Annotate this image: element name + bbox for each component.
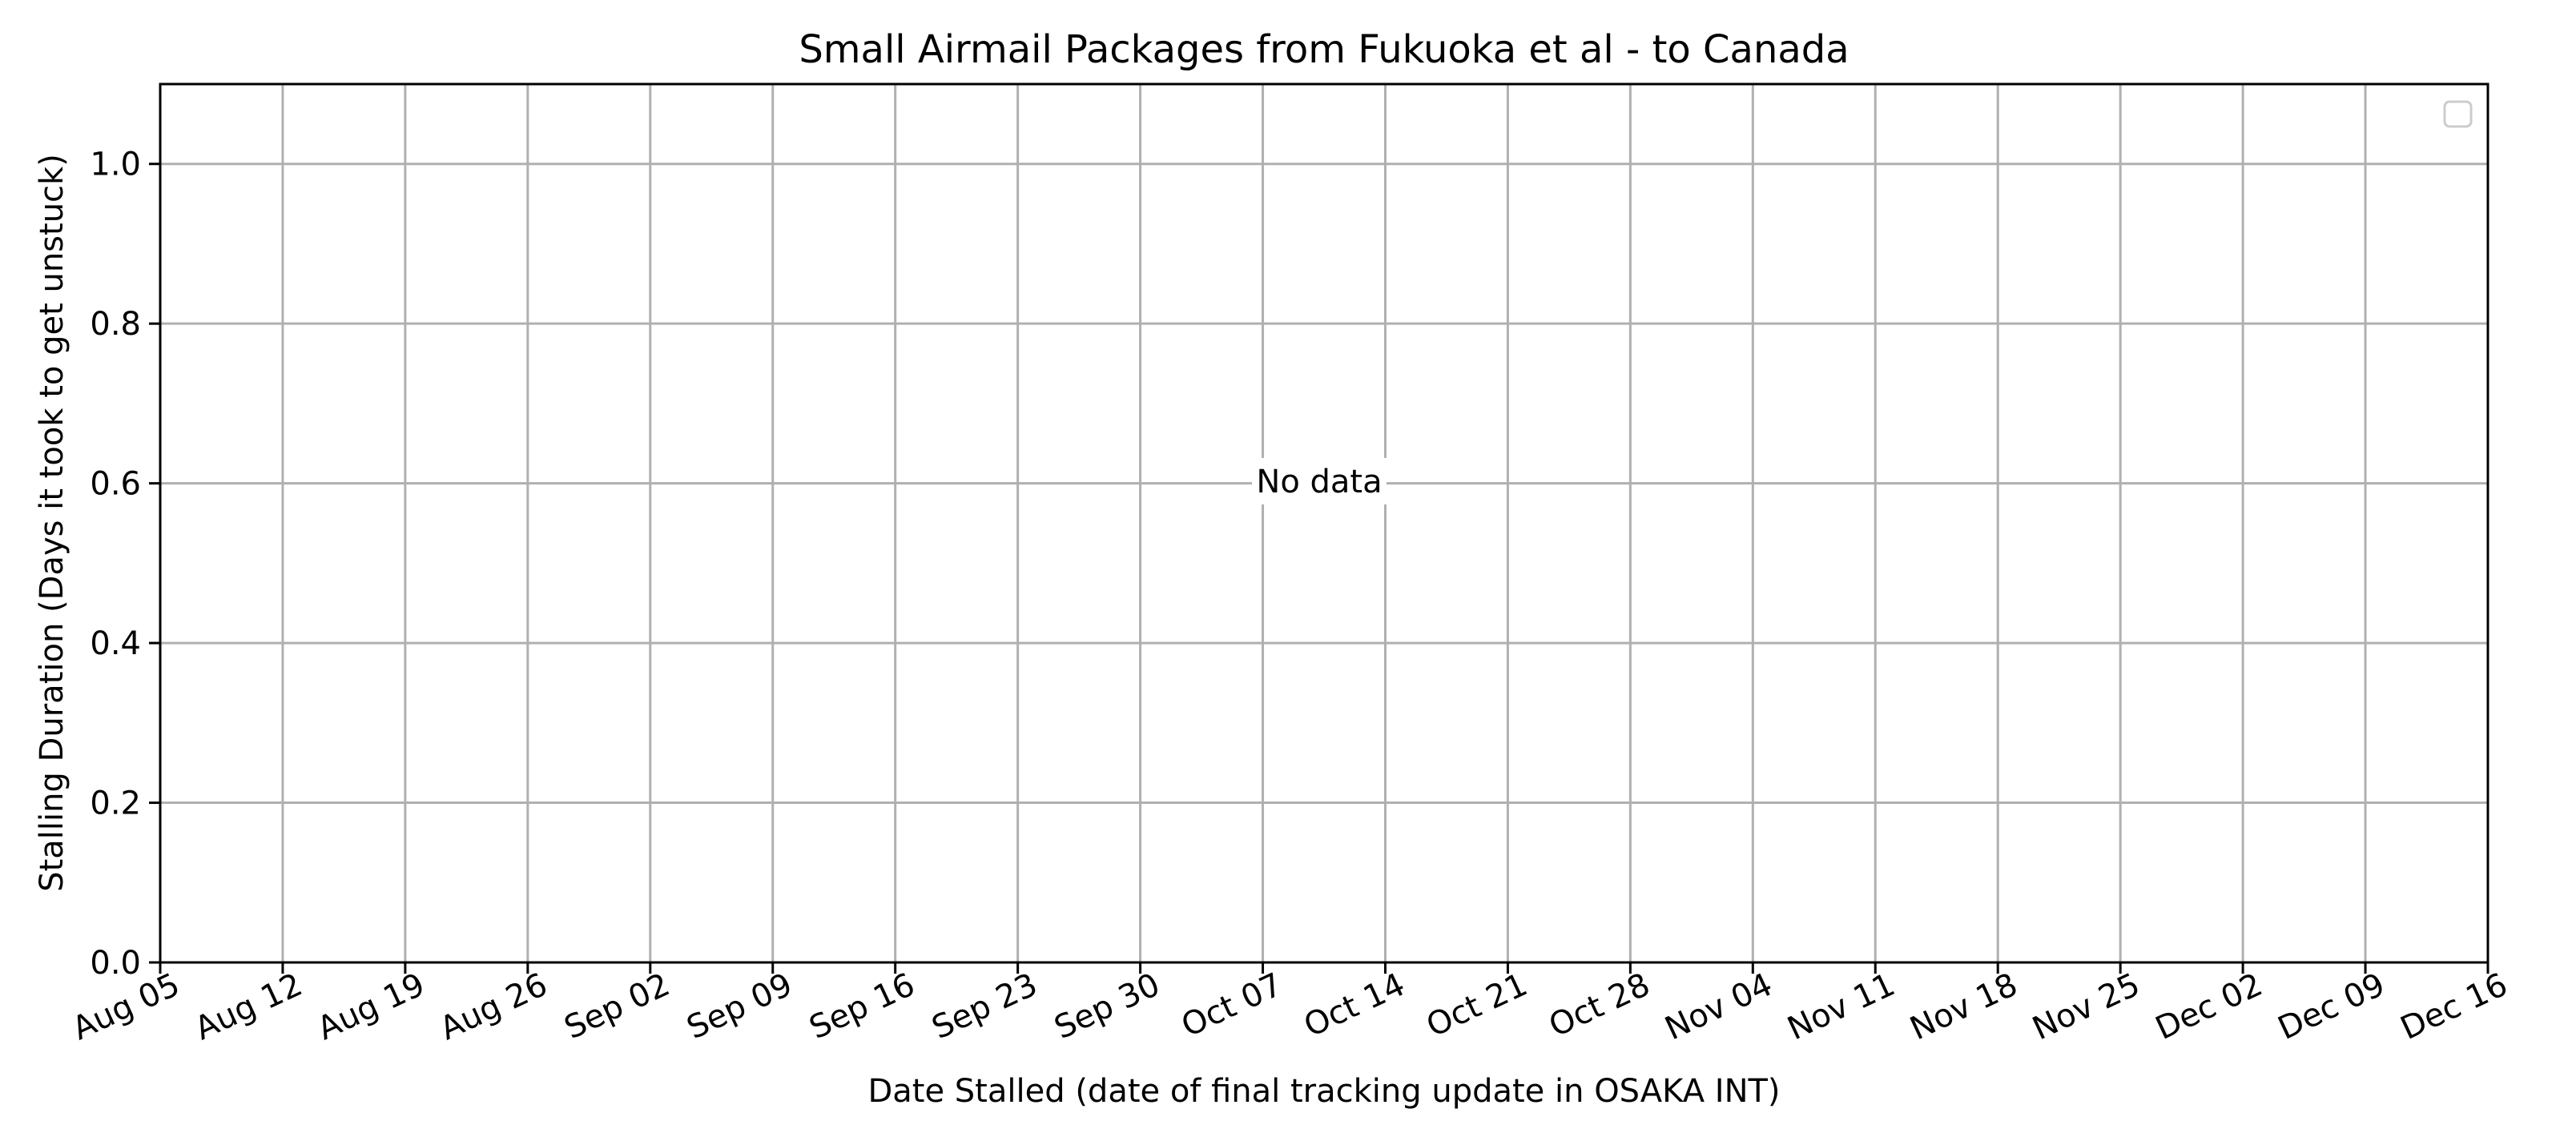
x-tick-label: Dec 02	[2150, 966, 2268, 1047]
axis-layer: Aug 05 Aug 12 Aug 19 Aug 26 Sep 02 Sep 09 Sep …	[67, 147, 2514, 1048]
x-tick-label: Sep 23	[927, 966, 1043, 1047]
grid-layer	[159, 84, 2489, 964]
legend	[2443, 100, 2473, 128]
y-tick-label: 0.0	[90, 945, 141, 982]
x-tick-label: Oct 14	[1298, 966, 1411, 1045]
plot-frame	[159, 82, 2489, 964]
x-tick-label: Oct 28	[1544, 966, 1656, 1045]
no-data-label: No data	[1256, 464, 1382, 500]
y-tick-label: 1.0	[90, 147, 141, 183]
x-tick-label: Sep 02	[559, 966, 675, 1047]
y-tick-label: 0.8	[90, 306, 141, 343]
x-tick-label: Nov 18	[1905, 966, 2023, 1048]
x-tick-label: Dec 16	[2395, 966, 2513, 1047]
x-tick-label: Sep 09	[682, 966, 798, 1047]
x-tick-label: Nov 11	[1782, 966, 1901, 1048]
x-tick-label: Nov 25	[2027, 966, 2146, 1048]
x-tick-label: Aug 26	[434, 966, 553, 1048]
x-tick-label: Oct 07	[1176, 966, 1288, 1045]
x-tick-label: Sep 16	[804, 966, 920, 1047]
x-tick-label: Aug 19	[312, 966, 430, 1048]
legend-box	[2443, 100, 2473, 128]
no-data-label-background	[1252, 458, 1387, 504]
x-tick-label: Nov 04	[1660, 966, 1778, 1048]
y-tick-label: 0.4	[90, 625, 141, 662]
y-tick-label: 0.6	[90, 466, 141, 503]
x-tick-label: Oct 21	[1421, 966, 1533, 1045]
chart-title: Small Airmail Packages from Fukuoka et a…	[799, 27, 1849, 72]
y-axis-label: Stalling Duration (Days it took to get u…	[34, 154, 70, 892]
x-tick-label: Sep 30	[1049, 966, 1165, 1047]
x-tick-label: Aug 12	[189, 966, 308, 1048]
y-tick-label: 0.2	[90, 785, 141, 822]
x-axis-label: Date Stalled (date of final tracking upd…	[867, 1073, 1780, 1110]
x-tick-label: Dec 09	[2272, 966, 2390, 1047]
